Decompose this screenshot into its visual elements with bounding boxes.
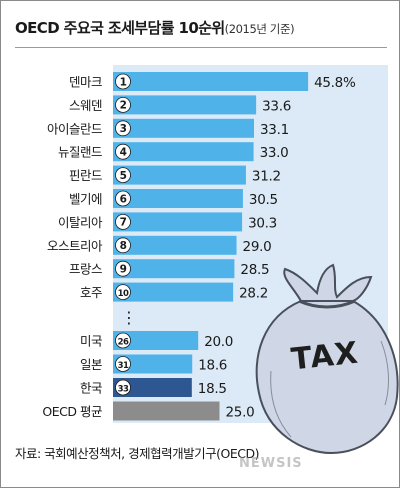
rank-badge-0 (115, 73, 131, 90)
category-label-0: 덴마크 (69, 75, 102, 90)
value-label-1: 33.6 (262, 98, 291, 114)
rank-badge-1 (115, 97, 131, 113)
category-label-6: 이탈리아 (58, 215, 103, 230)
bar-3 (113, 142, 254, 162)
rank-label-11: 31 (118, 361, 129, 371)
rank-label-5: 6 (120, 193, 127, 205)
source-note: 자료: 국회예산정책처, 경제협력개발기구(OECD) (15, 446, 259, 461)
rank-label-9: 10 (118, 289, 129, 299)
bag-texture (270, 340, 389, 438)
bar-0 (113, 72, 309, 91)
bar-2 (113, 118, 255, 138)
value-label-10: 20.0 (204, 334, 233, 350)
category-label-2: 아이슬란드 (47, 121, 102, 136)
tax-money-bag-illustration: TAX (255, 263, 399, 455)
rank-badge-7 (115, 237, 131, 254)
rank-label-12: 33 (118, 384, 129, 394)
category-label-1: 스웨덴 (69, 98, 102, 113)
value-label-7: 29.0 (243, 239, 272, 255)
category-label-7: 오스트리아 (47, 238, 103, 253)
rank-label-7: 8 (120, 240, 127, 252)
value-label-13: 25.0 (226, 405, 255, 421)
bag-neck-flaps (283, 263, 373, 302)
category-label-10: 미국 (80, 334, 102, 349)
rank-badge-9 (115, 284, 131, 301)
value-label-6: 30.3 (248, 215, 277, 231)
rank-label-1: 2 (120, 100, 127, 112)
rank-badge-3 (115, 143, 131, 160)
bar-4 (113, 165, 246, 185)
rank-badge-8 (115, 260, 131, 277)
category-label-3: 뉴질랜드 (58, 145, 102, 160)
value-label-11: 18.6 (198, 358, 227, 374)
bag-tax-label: TAX (290, 336, 361, 378)
bar-13 (113, 401, 220, 421)
value-label-12: 18.5 (198, 381, 227, 397)
rank-badge-6 (115, 213, 131, 230)
bar-11 (113, 354, 193, 374)
bar-12 (113, 378, 192, 397)
chart-title-block: OECD 주요국 조세부담률 10순위(2015년 기준) (15, 17, 391, 38)
category-label-5: 벨기에 (69, 192, 102, 207)
rank-label-8: 9 (120, 264, 127, 276)
category-label-11: 일본 (80, 357, 102, 372)
value-label-5: 30.5 (249, 192, 278, 208)
bag-tie (298, 299, 356, 309)
rank-badge-4 (115, 167, 131, 184)
value-label-0: 45.8% (314, 75, 356, 91)
chart-title: OECD 주요국 조세부담률 10순위 (15, 19, 225, 37)
bar-10 (113, 331, 199, 350)
chart-subtitle: (2015년 기준) (224, 22, 295, 36)
rank-label-2: 3 (120, 123, 127, 135)
rank-label-6: 7 (120, 217, 127, 229)
rank-label-3: 4 (120, 147, 127, 159)
rank-badge-5 (115, 190, 131, 207)
bar-5 (113, 189, 243, 208)
rank-label-10: 26 (118, 337, 129, 347)
rank-badge-2 (115, 120, 131, 137)
value-label-9: 28.2 (239, 286, 268, 302)
value-label-3: 33.0 (260, 145, 289, 161)
category-label-13: OECD 평균 (42, 404, 102, 419)
watermark: NEWSIS (239, 456, 303, 471)
category-label-12: 한국 (80, 381, 102, 396)
category-label-9: 호주 (80, 285, 102, 300)
category-label-4: 핀란드 (69, 168, 102, 183)
bar-7 (113, 235, 237, 255)
title-divider (15, 47, 387, 48)
value-label-4: 31.2 (252, 169, 281, 185)
bar-1 (113, 95, 257, 115)
category-label-8: 프랑스 (69, 262, 102, 277)
bar-6 (113, 212, 243, 232)
bag-body (255, 300, 399, 455)
rank-badge-10 (115, 332, 131, 349)
value-label-2: 33.1 (260, 122, 289, 138)
row-gap-ellipsis: ⋮ (121, 308, 137, 327)
rank-label-4: 5 (120, 170, 127, 182)
rank-badge-12 (115, 379, 131, 396)
rank-label-0: 1 (120, 76, 127, 88)
value-label-8: 28.5 (240, 262, 269, 278)
bar-9 (113, 282, 234, 302)
rank-badge-11 (115, 356, 131, 372)
bar-8 (113, 259, 235, 279)
